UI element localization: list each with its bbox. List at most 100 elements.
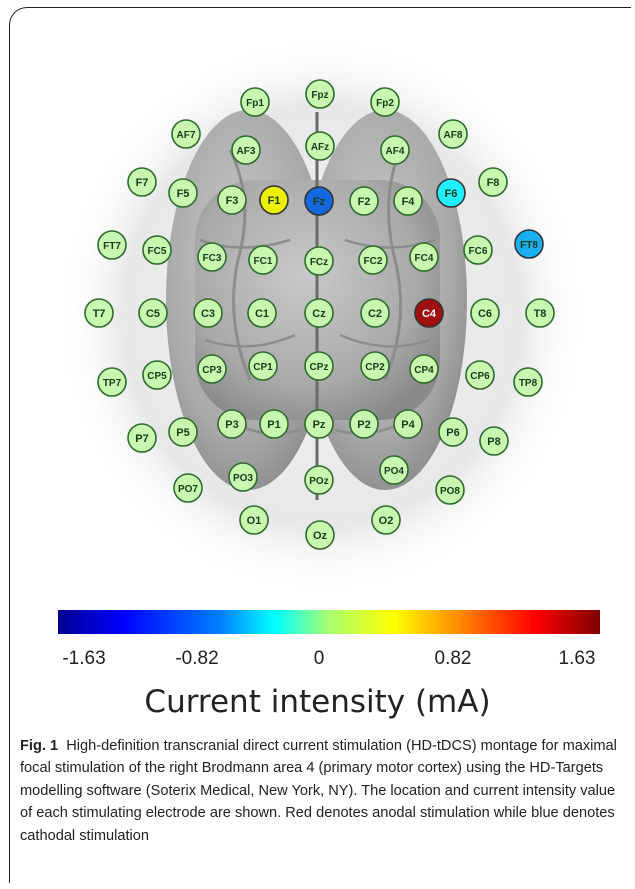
- colorbar-tick: 0: [313, 648, 325, 669]
- electrode-af7: AF7: [171, 119, 201, 149]
- electrode-label: Fp2: [376, 98, 394, 109]
- electrode-af3: AF3: [231, 135, 261, 165]
- electrode-label: F3: [226, 195, 239, 207]
- electrode-label: F5: [177, 188, 190, 200]
- electrode-marker: [478, 167, 508, 197]
- electrode-marker: [358, 245, 388, 275]
- electrode-marker: [304, 351, 334, 381]
- electrode-marker: [360, 351, 390, 381]
- electrode-marker: [349, 409, 379, 439]
- electrode-label: C2: [368, 308, 382, 320]
- electrode-marker: [142, 360, 172, 390]
- electrode-label: AF4: [386, 146, 405, 157]
- electrode-f3: F3: [217, 185, 247, 215]
- electrode-fc5: FC5: [142, 235, 172, 265]
- electrode-po8: PO8: [435, 475, 465, 505]
- electrode-label: PO8: [440, 486, 460, 497]
- electrode-f2: F2: [349, 186, 379, 216]
- electrode-marker: [393, 186, 423, 216]
- electrode-c5: C5: [138, 298, 168, 328]
- electrode-label: Pz: [313, 419, 326, 431]
- electrode-p3: P3: [217, 409, 247, 439]
- colorbar-tick: 0.82: [434, 648, 472, 669]
- electrode-marker: [142, 235, 172, 265]
- electrode-cp2: CP2: [360, 351, 390, 381]
- electrode-fcz: FCz: [304, 246, 334, 276]
- electrode-marker: [379, 455, 409, 485]
- electrode-label: FC2: [364, 256, 383, 267]
- electrode-label: Fz: [313, 196, 326, 208]
- figure-caption: Fig. 1 High-definition transcranial dire…: [20, 735, 620, 847]
- electrode-f7: F7: [127, 167, 157, 197]
- electrode-label: AF7: [177, 130, 196, 141]
- electrode-p7: P7: [127, 423, 157, 453]
- electrode-label: P3: [225, 419, 238, 431]
- electrode-label: POz: [309, 476, 328, 487]
- electrode-label: Oz: [313, 530, 328, 542]
- electrode-label: PO7: [178, 484, 198, 495]
- electrode-marker: [370, 87, 400, 117]
- electrode-c4: C4: [414, 298, 444, 328]
- electrode-marker: [513, 367, 543, 397]
- electrode-label: FC5: [148, 246, 167, 257]
- electrode-marker: [465, 360, 495, 390]
- electrode-marker: [248, 245, 278, 275]
- electrode-marker: [371, 505, 401, 535]
- electrode-f1: F1: [259, 185, 289, 215]
- electrode-cz: Cz: [304, 298, 334, 328]
- electrode-label: FT7: [103, 241, 121, 252]
- electrode-label: P1: [267, 419, 280, 431]
- electrode-ft8: FT8: [514, 229, 544, 259]
- electrode-marker: [259, 409, 289, 439]
- electrode-label: P8: [487, 436, 500, 448]
- electrode-p4: P4: [393, 409, 423, 439]
- electrode-marker: [470, 298, 500, 328]
- electrode-label: FCz: [310, 257, 328, 268]
- electrode-label: O1: [247, 515, 262, 527]
- electrode-label: C6: [478, 308, 492, 320]
- electrode-marker: [168, 178, 198, 208]
- electrode-marker: [217, 409, 247, 439]
- electrode-tp8: TP8: [513, 367, 543, 397]
- electrode-marker: [231, 135, 261, 165]
- electrode-label: F7: [136, 177, 149, 189]
- figure-frame: [9, 7, 631, 883]
- electrode-label: TP8: [519, 378, 538, 389]
- electrode-fc2: FC2: [358, 245, 388, 275]
- electrode-marker: [171, 119, 201, 149]
- electrode-marker: [217, 185, 247, 215]
- electrode-marker: [248, 351, 278, 381]
- electrode-label: AF3: [237, 146, 256, 157]
- electrode-label: CP2: [365, 362, 385, 373]
- electrode-label: CP5: [147, 371, 167, 382]
- electrode-fc3: FC3: [197, 242, 227, 272]
- electrode-label: FT8: [520, 240, 538, 251]
- electrode-marker: [436, 178, 466, 208]
- electrode-cp3: CP3: [197, 354, 227, 384]
- electrode-fpz: Fpz: [305, 79, 335, 109]
- electrode-marker: [168, 417, 198, 447]
- electrode-label: F2: [358, 196, 371, 208]
- electrode-label: CPz: [310, 362, 329, 373]
- electrode-marker: [239, 505, 269, 535]
- electrode-label: F1: [268, 195, 281, 207]
- electrode-label: P7: [135, 433, 148, 445]
- electrode-marker: [304, 246, 334, 276]
- electrode-marker: [84, 298, 114, 328]
- electrode-p1: P1: [259, 409, 289, 439]
- electrode-label: AF8: [444, 130, 463, 141]
- electrode-marker: [197, 242, 227, 272]
- electrode-fc4: FC4: [409, 242, 439, 272]
- electrode-marker: [127, 167, 157, 197]
- electrode-marker: [414, 298, 444, 328]
- electrode-marker: [173, 473, 203, 503]
- electrode-label: C1: [255, 308, 269, 320]
- electrode-fc1: FC1: [248, 245, 278, 275]
- electrode-label: PO4: [384, 466, 404, 477]
- electrode-marker: [349, 186, 379, 216]
- electrode-marker: [97, 230, 127, 260]
- electrode-marker: [247, 298, 277, 328]
- electrode-fz: Fz: [304, 186, 334, 216]
- electrode-marker: [138, 298, 168, 328]
- colorbar-label: Current intensity (mA): [144, 684, 491, 720]
